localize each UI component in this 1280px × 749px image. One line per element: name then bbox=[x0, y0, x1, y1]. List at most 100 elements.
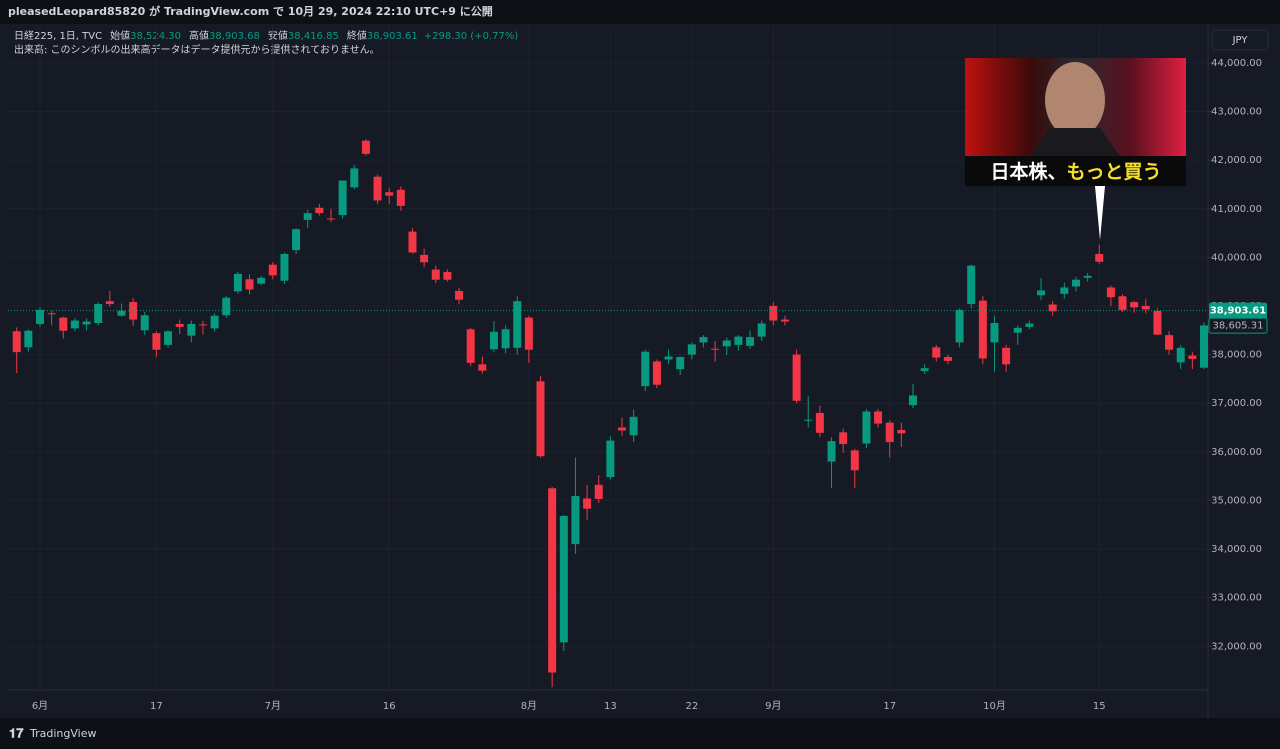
candle-body bbox=[280, 253, 289, 281]
candle-body bbox=[1176, 347, 1185, 363]
candle-body bbox=[1130, 302, 1139, 308]
candle-body bbox=[373, 176, 382, 201]
bottom-bar bbox=[0, 718, 1280, 749]
candle-body bbox=[1165, 335, 1174, 350]
candle-body bbox=[1153, 310, 1162, 335]
candle-body bbox=[827, 441, 836, 462]
y-tick-label: 33,000.00 bbox=[1211, 593, 1262, 604]
legend-label: 終値 bbox=[347, 29, 367, 42]
x-tick-label: 17 bbox=[883, 701, 896, 712]
x-tick-label: 16 bbox=[383, 701, 396, 712]
last-price-label: 38,903.61 bbox=[1210, 306, 1266, 317]
caption-white: 日本株、 bbox=[990, 160, 1066, 183]
candle-body bbox=[164, 331, 173, 345]
candle-body bbox=[1037, 290, 1046, 296]
candle-body bbox=[420, 254, 429, 263]
y-tick-label: 43,000.00 bbox=[1211, 107, 1262, 118]
candle-body bbox=[1048, 304, 1057, 312]
candle-body bbox=[187, 323, 196, 336]
candle-body bbox=[198, 324, 207, 326]
candle-body bbox=[978, 300, 987, 359]
legend-value: 38,524.30 bbox=[130, 31, 181, 42]
y-tick-label: 34,000.00 bbox=[1211, 544, 1262, 555]
candle-body bbox=[396, 189, 405, 206]
candle-body bbox=[943, 357, 952, 361]
candle-body bbox=[664, 356, 673, 360]
caption: 日本株、もっと買う bbox=[990, 160, 1161, 183]
candle-body bbox=[47, 313, 56, 315]
candle-body bbox=[268, 264, 277, 276]
x-tick-label: 15 bbox=[1093, 701, 1106, 712]
candle-body bbox=[1200, 325, 1208, 368]
candle-body bbox=[338, 180, 347, 216]
candle-body bbox=[1013, 327, 1022, 333]
candle-body bbox=[804, 419, 813, 421]
candle-body bbox=[303, 213, 312, 220]
candle-body bbox=[1106, 287, 1115, 298]
candle-body bbox=[862, 411, 871, 444]
x-tick-label: 13 bbox=[604, 701, 617, 712]
candle-body bbox=[711, 348, 720, 350]
candle-body bbox=[932, 347, 941, 358]
legend-symbol: 日経225, 1日, TVC bbox=[14, 29, 102, 42]
candle-body bbox=[210, 315, 219, 329]
volume-note: 出来高: このシンボルの出来高データはデータ提供元から提供されておりません。 bbox=[14, 43, 380, 56]
thumbnail-suit bbox=[1030, 128, 1120, 156]
candle-body bbox=[897, 429, 906, 434]
candle-body bbox=[524, 317, 533, 350]
y-tick-label: 35,000.00 bbox=[1211, 495, 1262, 506]
candle-body bbox=[24, 330, 33, 348]
candle-body bbox=[652, 361, 661, 385]
candle-body bbox=[327, 218, 335, 220]
candle-body bbox=[1095, 253, 1104, 262]
candle-body bbox=[641, 351, 650, 387]
legend-label: 高値 bbox=[189, 29, 209, 42]
x-tick-label: 22 bbox=[685, 701, 698, 712]
currency[interactable]: JPY bbox=[1232, 35, 1249, 46]
x-tick-label: 9月 bbox=[765, 700, 781, 712]
last-price-box bbox=[1209, 302, 1267, 319]
x-tick-label: 6月 bbox=[32, 700, 48, 712]
candle-body bbox=[990, 322, 999, 343]
thumbnail-face bbox=[1045, 62, 1105, 138]
legend-value: 38,903.61 bbox=[367, 31, 418, 42]
candle-body bbox=[594, 484, 603, 499]
candle-body bbox=[466, 329, 475, 363]
candle-body bbox=[245, 279, 254, 290]
candle-body bbox=[699, 337, 708, 343]
candle-body bbox=[757, 323, 766, 337]
legend-value: 38,416.85 bbox=[288, 31, 339, 42]
candle-body bbox=[769, 305, 778, 321]
candle-body bbox=[443, 271, 452, 280]
candle-body bbox=[233, 273, 242, 292]
x-tick-label: 10月 bbox=[983, 700, 1006, 712]
y-tick-label: 40,000.00 bbox=[1211, 252, 1262, 263]
candle-body bbox=[455, 290, 464, 300]
candle-body bbox=[1060, 287, 1069, 294]
candle-body bbox=[513, 301, 522, 348]
candle-body bbox=[408, 231, 417, 253]
legend-value: 38,903.68 bbox=[209, 31, 260, 42]
x-tick-label: 17 bbox=[150, 701, 163, 712]
candle-body bbox=[548, 488, 557, 673]
y-tick-label: 44,000.00 bbox=[1211, 58, 1262, 69]
candle-body bbox=[885, 422, 894, 443]
legend: 日経225, 1日, TVC 始値38,524.30 高値38,903.68 安値38… bbox=[14, 29, 518, 42]
candle-body bbox=[606, 440, 615, 478]
candle-body bbox=[1002, 347, 1011, 365]
publish-info: pleasedLeopard85820 が TradingView.com で … bbox=[8, 4, 493, 18]
candle-body bbox=[315, 207, 324, 214]
candle-body bbox=[105, 301, 114, 305]
y-tick-label: 32,000.00 bbox=[1211, 641, 1262, 652]
currency-box[interactable] bbox=[1211, 29, 1269, 51]
y-tick-label: 36,000.00 bbox=[1211, 447, 1262, 458]
candle-body bbox=[734, 336, 743, 345]
candle-body bbox=[874, 411, 883, 424]
candle-body bbox=[129, 302, 138, 320]
candle-body bbox=[94, 304, 103, 323]
candle-body bbox=[746, 337, 755, 346]
candle-body bbox=[70, 320, 79, 329]
x-tick-label: 7月 bbox=[265, 700, 281, 712]
candle-body bbox=[722, 340, 731, 347]
candle-body bbox=[571, 496, 580, 545]
